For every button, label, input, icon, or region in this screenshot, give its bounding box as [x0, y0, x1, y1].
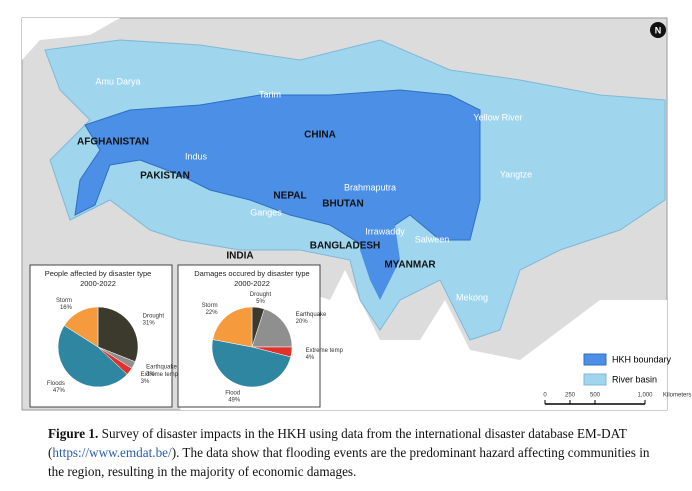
slice-name: Extreme temp	[141, 372, 179, 378]
country-label: INDIA	[226, 251, 253, 262]
basin-label: Amu Darya	[95, 76, 140, 86]
pie-title: People affected by disaster type	[45, 269, 152, 278]
caption-label: Figure 1.	[48, 426, 99, 441]
legend-label: River basin	[612, 374, 657, 384]
basin-label: Ganges	[250, 207, 282, 217]
slice-name: Earthquake	[146, 364, 177, 370]
basin-label: Tarim	[259, 89, 281, 99]
slice-name: Storm	[202, 303, 218, 309]
pie-subtitle: 2000-2022	[80, 279, 116, 288]
country-label: NEPAL	[273, 191, 306, 202]
basin-label: Mekong	[456, 292, 488, 302]
slice-name: Extreme temp	[306, 348, 344, 354]
pie-slice	[211, 339, 292, 388]
slice-value: 3%	[141, 379, 150, 385]
slice-value: 31%	[143, 320, 156, 326]
slice-value: 49%	[228, 397, 241, 403]
basin-label: Salween	[415, 234, 450, 244]
country-label: CHINA	[304, 130, 336, 141]
caption-text: ). The data show that flooding events ar…	[48, 445, 650, 479]
slice-value: 5%	[256, 299, 265, 305]
scale-label: 0	[543, 393, 547, 399]
caption-link[interactable]: https://www.emdat.be/	[52, 445, 172, 460]
north-arrow-label: N	[655, 25, 662, 35]
basin-label: Brahmaputra	[344, 182, 396, 192]
slice-name: Drought	[250, 292, 272, 298]
basin-label: Irrawaddy	[365, 226, 405, 236]
pie-slice	[97, 306, 139, 363]
slice-value: 20%	[296, 319, 309, 325]
hkh-boundary	[360, 225, 400, 300]
country-label: BANGLADESH	[310, 241, 381, 252]
slice-name: Storm	[56, 298, 72, 304]
pie-slice	[212, 306, 253, 348]
slice-value: 16%	[60, 305, 73, 311]
legend-swatch	[583, 353, 607, 366]
pie-slice	[57, 325, 128, 388]
pie-title: Damages occured by disaster type	[194, 269, 309, 278]
slice-value: 22%	[206, 310, 219, 316]
scale-unit: Kilometers	[663, 393, 691, 399]
slice-name: Flood	[225, 390, 240, 396]
ocean	[22, 18, 120, 60]
north-arrow	[650, 22, 666, 38]
pie-slice	[251, 308, 293, 348]
slice-value: 4%	[306, 355, 315, 361]
country-label: BHUTAN	[322, 199, 363, 210]
basin-label: Yangtze	[500, 169, 532, 179]
slice-value: 47%	[53, 388, 66, 394]
legend-swatch	[583, 373, 607, 386]
country-label: PAKISTAN	[140, 171, 190, 182]
scale-label: 500	[590, 393, 601, 399]
legend-label: HKH boundary	[612, 354, 672, 364]
scale-label: 1,000	[637, 393, 653, 399]
country-label: AFGHANISTAN	[77, 137, 149, 148]
slice-name: Floods	[47, 381, 65, 387]
caption-text: Survey of disaster impacts in the HKH us…	[48, 426, 627, 460]
pie-slice	[63, 306, 99, 348]
basin-label: Indus	[185, 151, 208, 161]
figure: N HKH boundary River basin AFGHANISTAN PA…	[21, 17, 691, 411]
slice-value: 3%	[146, 371, 155, 377]
slice-name: Drought	[143, 313, 165, 319]
basin-label: Yellow River	[473, 112, 522, 122]
scale-label: 250	[565, 393, 576, 399]
pie-subtitle: 2000-2022	[234, 279, 270, 288]
slice-name: Earthquake	[296, 312, 327, 318]
caption: Figure 1. Survey of disaster impacts in …	[48, 424, 658, 481]
country-label: MYANMAR	[384, 260, 436, 271]
